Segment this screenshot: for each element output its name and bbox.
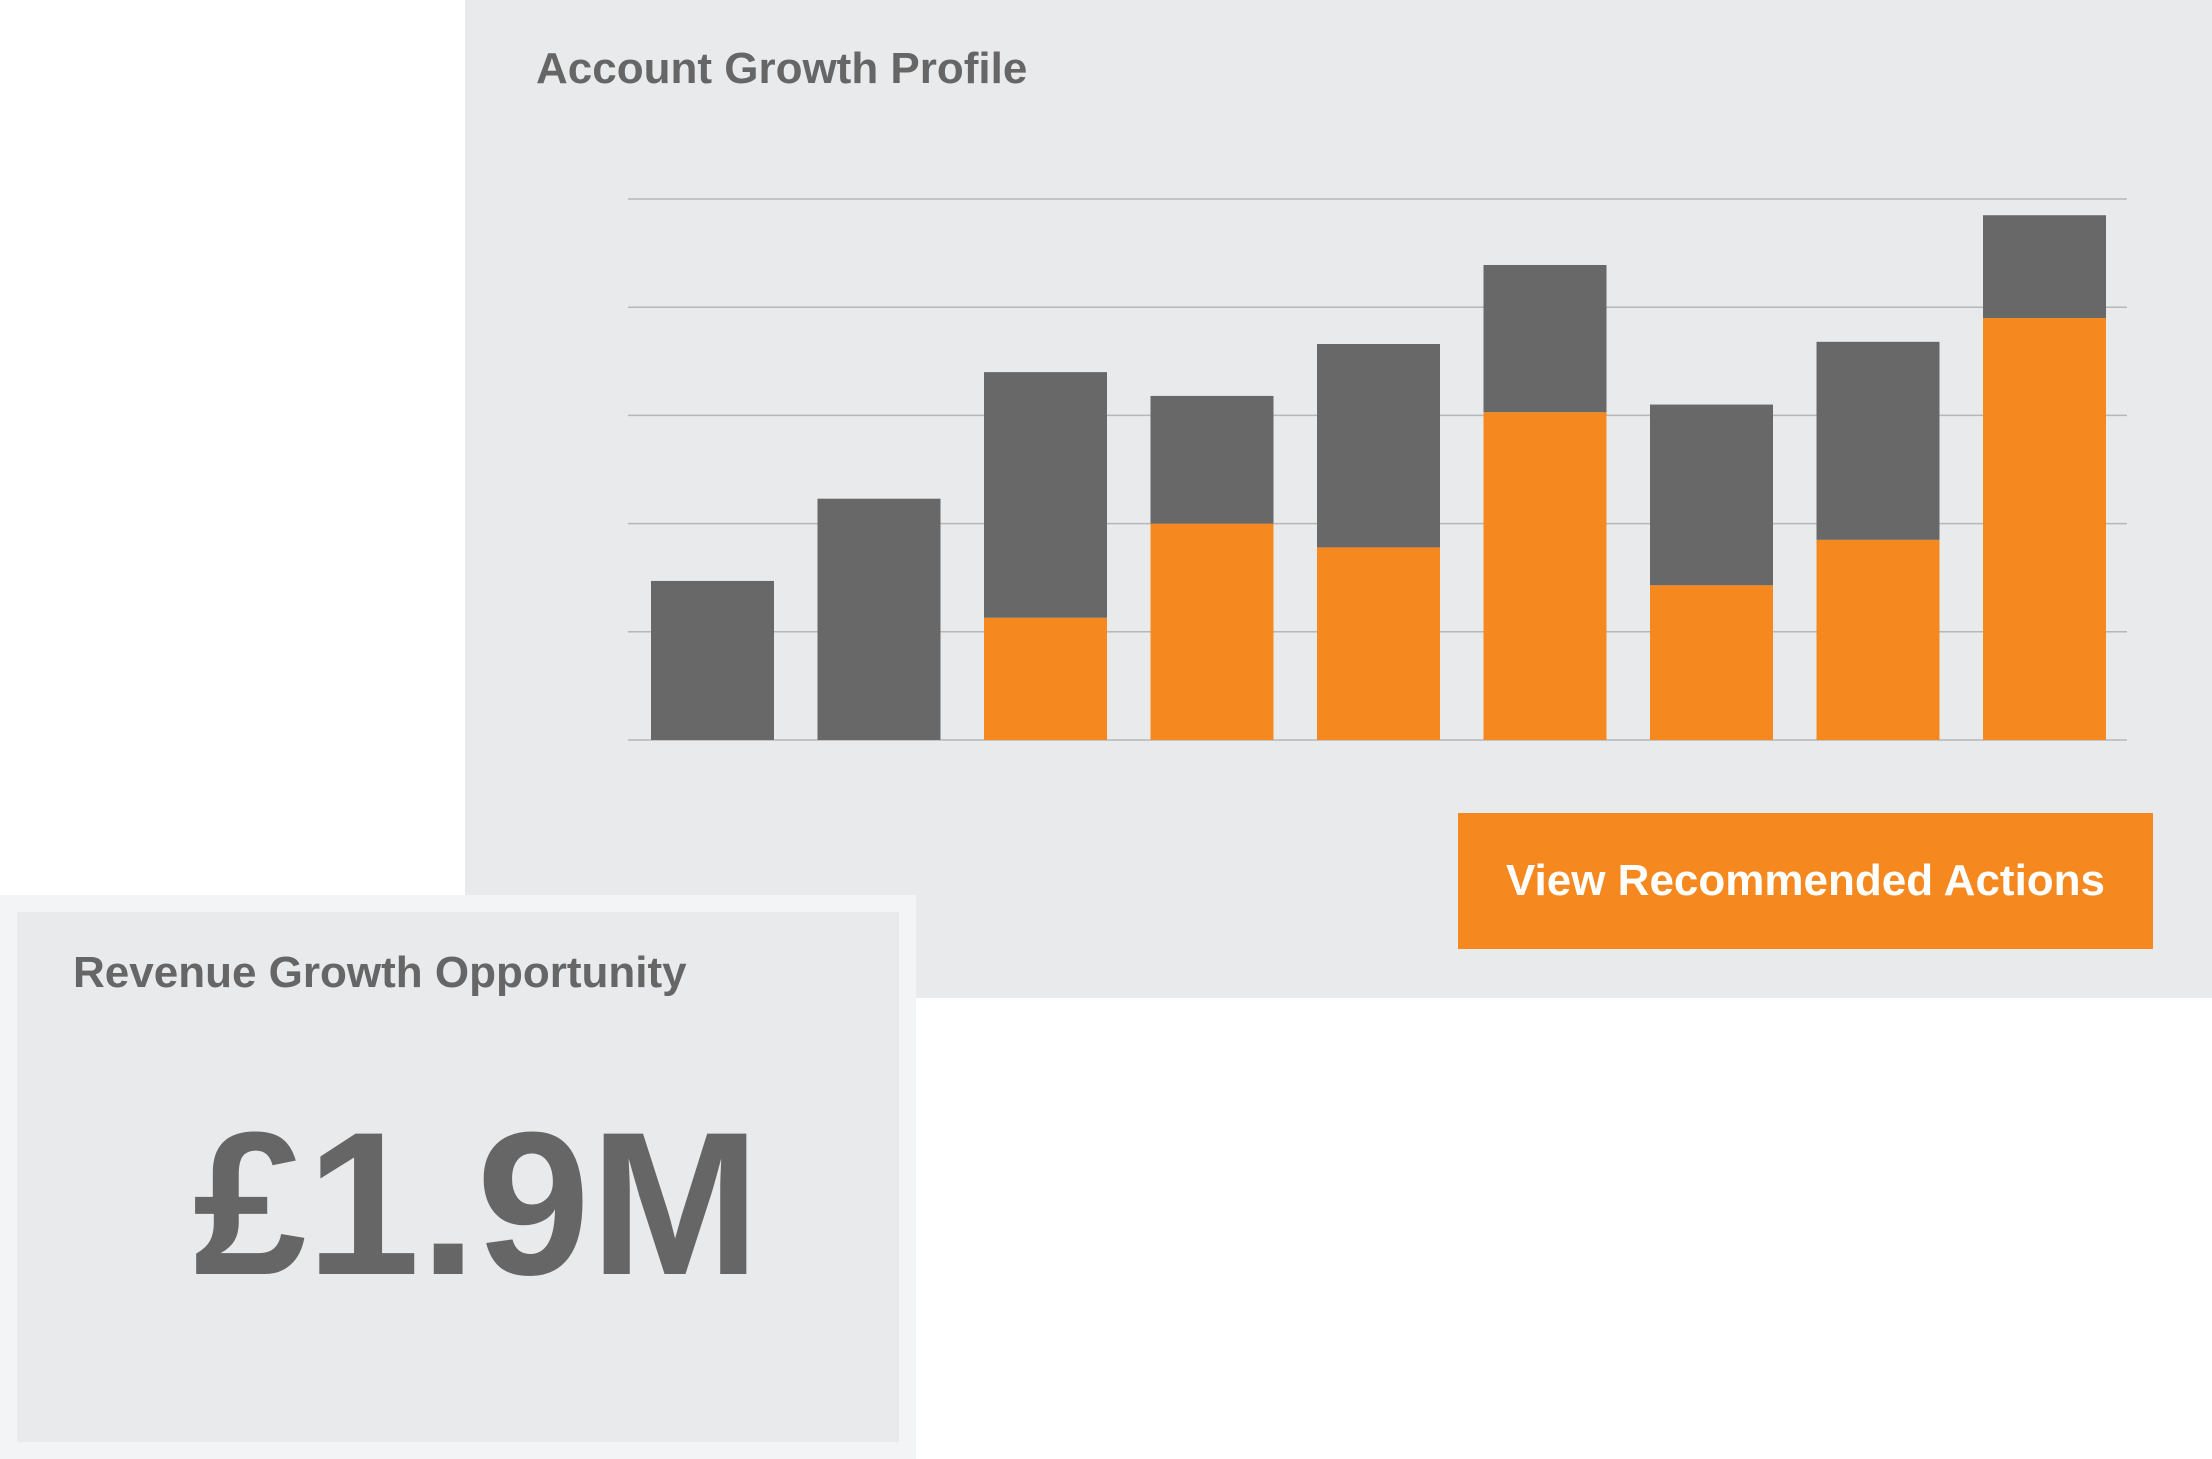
bar-segment (1983, 318, 2106, 740)
account-growth-panel: Account Growth Profile View Recommended … (465, 0, 2212, 998)
chart-title: Account Growth Profile (536, 44, 1028, 93)
account-growth-chart (628, 198, 2127, 741)
bar-segment (1150, 395, 1274, 524)
bar-segment (1483, 265, 1607, 413)
view-recommended-actions-button[interactable]: View Recommended Actions (1458, 813, 2153, 949)
bar-segment (1983, 215, 2106, 319)
bar-segment (1816, 539, 1940, 740)
chart-bars (651, 215, 2106, 740)
bar-segment (1150, 523, 1274, 740)
kpi-label: Revenue Growth Opportunity (73, 948, 687, 997)
bar-segment (1317, 343, 1440, 548)
revenue-growth-card-inner: Revenue Growth Opportunity £1.9M (17, 912, 899, 1442)
revenue-growth-card: Revenue Growth Opportunity £1.9M (0, 895, 916, 1459)
bar-segment (1816, 341, 1940, 540)
bar-segment (1317, 547, 1440, 740)
bar-segment (1650, 585, 1773, 740)
bar-segment (984, 372, 1107, 618)
bar-segment (651, 580, 774, 740)
bar-segment (1650, 404, 1773, 586)
bar-segment (817, 498, 941, 740)
kpi-value: £1.9M (193, 1090, 760, 1318)
bar-segment (1483, 412, 1607, 740)
bar-segment (984, 617, 1107, 740)
